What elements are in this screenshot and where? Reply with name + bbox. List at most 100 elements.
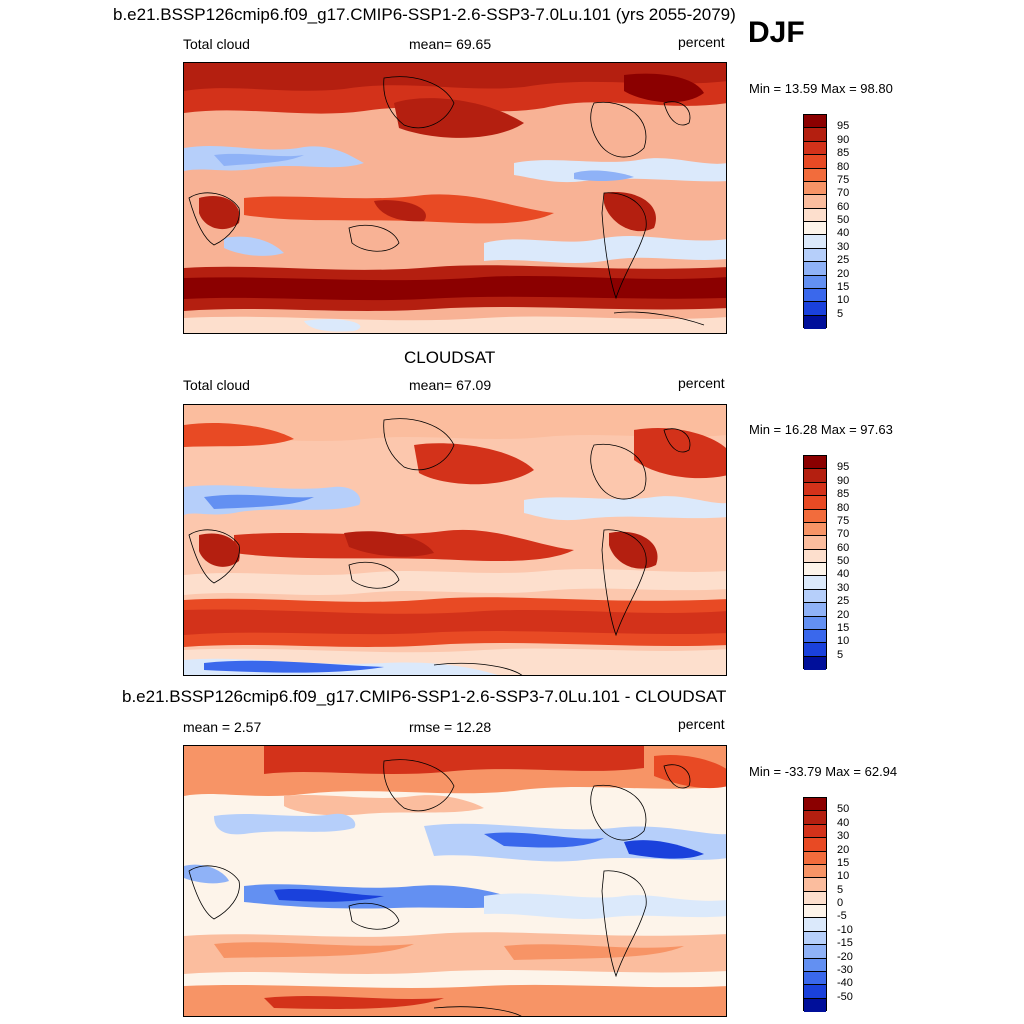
colorbar-tick-label: -40 [837, 977, 853, 990]
colorbar-cell [804, 998, 826, 1012]
panel-1-units-label: percent [678, 34, 725, 50]
colorbar-cell [804, 563, 826, 577]
colorbar-cell [804, 181, 826, 196]
colorbar-tick-label: 85 [837, 488, 850, 501]
colorbar-cell [804, 958, 826, 972]
colorbar-tick-label: 5 [837, 883, 844, 896]
colorbar-cell [804, 589, 826, 604]
colorbar-tick-label: 15 [837, 856, 850, 869]
colorbar-cell [804, 576, 826, 590]
panel-3-units-label: percent [678, 716, 725, 732]
colorbar-cell [804, 603, 826, 617]
colorbar-tick-label: 15 [837, 280, 850, 293]
colorbar-cell [804, 496, 826, 510]
colorbar-cell [804, 195, 826, 209]
colorbar-cell [804, 168, 826, 182]
colorbar-tick-label: 70 [837, 528, 850, 541]
colorbar-cell [804, 891, 826, 905]
colorbar-tick-label: 30 [837, 240, 850, 253]
colorbar-cell [804, 945, 826, 959]
colorbar-tick-label: 15 [837, 621, 850, 634]
colorbar-cell [804, 141, 826, 156]
colorbar-tick-label: 20 [837, 608, 850, 621]
colorbar-cell [804, 905, 826, 919]
colorbar-cell [804, 851, 826, 865]
colorbar-cell [804, 838, 826, 852]
colorbar-tick-label: 20 [837, 267, 850, 280]
panel-3-title: b.e21.BSSP126cmip6.f09_g17.CMIP6-SSP1-2.… [122, 687, 727, 706]
colorbar-cell [804, 616, 826, 630]
colorbar-tick-label: 10 [837, 294, 850, 307]
panel-3-map [183, 745, 727, 1017]
colorbar-tick-label: 95 [837, 461, 850, 474]
season-label: DJF [748, 16, 805, 49]
colorbar-cell [804, 643, 826, 657]
panel-3-map-field [184, 746, 726, 1016]
panel-2-variable-label: Total cloud [183, 377, 250, 393]
colorbar-tick-label: 90 [837, 133, 850, 146]
colorbar-tick-label: 85 [837, 147, 850, 160]
colorbar-tick-label: -30 [837, 963, 853, 976]
colorbar-cell [804, 302, 826, 316]
panel-3-rmse-label: rmse = 12.28 [409, 719, 492, 735]
panel-1-map [183, 62, 727, 334]
colorbar-cell [804, 208, 826, 222]
colorbar-tick-label: 90 [837, 474, 850, 487]
colorbar-tick-label: 40 [837, 568, 850, 581]
colorbar-cell [804, 235, 826, 249]
panel-2-map-field [184, 405, 726, 675]
panel-1-minmax-label: Min = 13.59 Max = 98.80 [749, 81, 893, 96]
panel-2-map [183, 404, 727, 676]
colorbar-tick-label: 50 [837, 803, 850, 816]
colorbar-tick-label: 5 [837, 648, 844, 661]
panel-2-colorbar [803, 455, 827, 670]
colorbar-tick-label: 10 [837, 870, 850, 883]
colorbar-tick-label: 50 [837, 214, 850, 226]
colorbar-tick-label: -15 [837, 937, 853, 950]
colorbar-cell [804, 115, 826, 129]
colorbar-cell [804, 128, 826, 142]
colorbar-cell [804, 155, 826, 169]
colorbar-tick-label: 40 [837, 227, 850, 240]
colorbar-cell [804, 918, 826, 932]
colorbar-tick-label: 75 [837, 514, 850, 527]
colorbar-cell [804, 469, 826, 483]
colorbar-tick-label: 40 [837, 816, 850, 829]
colorbar-tick-label: 60 [837, 200, 850, 213]
colorbar-tick-label: 25 [837, 254, 850, 267]
colorbar-cell [804, 971, 826, 986]
panel-3-mean-label: mean = 2.57 [183, 719, 262, 735]
colorbar-cell [804, 878, 826, 892]
colorbar-tick-label: 60 [837, 541, 850, 554]
panel-1-colorbar [803, 114, 827, 329]
colorbar-cell [804, 315, 826, 329]
panel-1-mean-label: mean= 69.65 [409, 36, 492, 52]
colorbar-tick-label: 70 [837, 187, 850, 200]
panel-1-map-field [184, 63, 726, 333]
colorbar-cell [804, 798, 826, 812]
colorbar-cell [804, 248, 826, 263]
panel-3-colorbar [803, 797, 827, 1012]
colorbar-cell [804, 985, 826, 999]
colorbar-cell [804, 456, 826, 470]
colorbar-tick-label: 20 [837, 843, 850, 856]
colorbar-cell [804, 824, 826, 839]
panel-2-title: CLOUDSAT [404, 348, 496, 367]
colorbar-cell [804, 509, 826, 523]
panel-2-units-label: percent [678, 375, 725, 391]
colorbar-tick-label: 30 [837, 830, 850, 843]
colorbar-tick-label: 0 [837, 897, 844, 909]
colorbar-cell [804, 811, 826, 825]
colorbar-cell [804, 629, 826, 644]
colorbar-tick-label: 25 [837, 595, 850, 608]
colorbar-tick-label: 75 [837, 173, 850, 186]
colorbar-tick-label: 30 [837, 581, 850, 594]
colorbar-cell [804, 549, 826, 563]
colorbar-tick-label: -50 [837, 990, 853, 1003]
panel-2-minmax-label: Min = 16.28 Max = 97.63 [749, 422, 893, 437]
colorbar-tick-label: 50 [837, 555, 850, 567]
colorbar-tick-label: -10 [837, 923, 853, 936]
colorbar-cell [804, 275, 826, 289]
colorbar-cell [804, 931, 826, 946]
colorbar-tick-label: -20 [837, 950, 853, 963]
